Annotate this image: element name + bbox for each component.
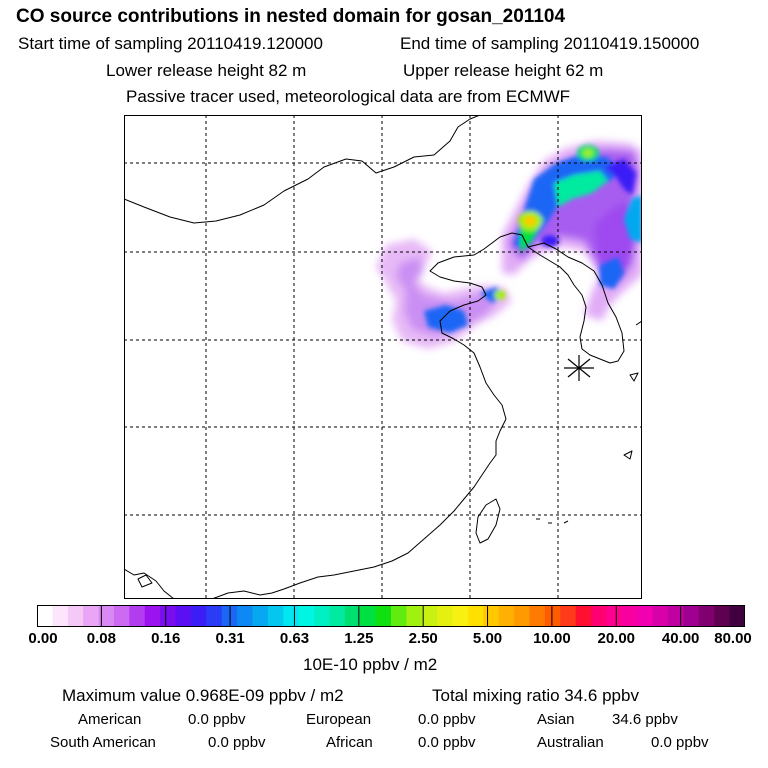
map-panel — [124, 115, 642, 599]
colorbar-cell — [637, 605, 654, 627]
concentration-field — [376, 141, 642, 349]
south-american-label: South American — [50, 734, 156, 751]
colorbar-cell — [421, 605, 438, 627]
colorbar-tick-label: 0.31 — [215, 630, 245, 647]
colorbar-cell — [237, 605, 254, 627]
european-label: European — [306, 711, 372, 728]
colorbar-cell — [652, 605, 669, 627]
coastlines — [124, 115, 642, 599]
colorbar-cell — [375, 605, 392, 627]
colorbar-cell — [621, 605, 638, 627]
lat-lon-grid — [124, 115, 642, 599]
colorbar-cell — [344, 605, 361, 627]
end-time: End time of sampling 20110419.150000 — [400, 34, 700, 53]
maximum-value: Maximum value 0.968E-09 ppbv / m2 — [62, 686, 344, 705]
colorbar-cell — [175, 605, 192, 627]
american-label: American — [78, 711, 142, 728]
colorbar-cell — [437, 605, 454, 627]
colorbar-tick-lines — [100, 605, 682, 627]
colorbar-cell — [83, 605, 100, 627]
colorbar-tick-label: 1.25 — [344, 630, 374, 647]
colorbar-cell — [98, 605, 115, 627]
colorbar-tick-label: 0.16 — [151, 630, 181, 647]
colorbar-cell — [314, 605, 331, 627]
colorbar-cell — [52, 605, 69, 627]
colorbar-cell — [160, 605, 177, 627]
african-value: 0.0 ppbv — [418, 734, 476, 751]
colorbar-tick-label: 80.00 — [714, 630, 752, 647]
colorbar — [37, 605, 745, 627]
australian-value: 0.0 ppbv — [651, 734, 709, 751]
african-label: African — [326, 734, 373, 751]
colorbar-cells — [37, 605, 745, 627]
colorbar-cell — [252, 605, 269, 627]
colorbar-cell — [714, 605, 731, 627]
receptor-marker-icon — [564, 355, 594, 381]
colorbar-cell — [483, 605, 500, 627]
colorbar-cell — [360, 605, 377, 627]
colorbar-cell — [606, 605, 623, 627]
colorbar-cell — [452, 605, 469, 627]
colorbar-cell — [267, 605, 284, 627]
colorbar-tick-label: 5.00 — [472, 630, 503, 647]
colorbar-cell — [391, 605, 407, 627]
australian-label: Australian — [537, 734, 604, 751]
colorbar-cell — [560, 605, 577, 627]
colorbar-unit: 10E-10 ppbv / m2 — [303, 655, 438, 674]
colorbar-cell — [190, 605, 207, 627]
colorbar-cell — [668, 605, 685, 627]
start-time: Start time of sampling 20110419.120000 — [18, 34, 323, 53]
colorbar-cell — [129, 605, 146, 627]
colorbar-cell — [406, 605, 423, 627]
colorbar-tick-label: 10.00 — [533, 630, 571, 647]
european-value: 0.0 ppbv — [418, 711, 476, 728]
colorbar-tick-label: 0.00 — [28, 630, 58, 647]
plot-title: CO source contributions in nested domain… — [16, 6, 566, 27]
colorbar-cell — [206, 605, 223, 627]
upper-release-height: Upper release height 62 m — [403, 61, 604, 80]
asian-label: Asian — [537, 711, 575, 728]
south-american-value: 0.0 ppbv — [208, 734, 266, 751]
colorbar-cell — [498, 605, 515, 627]
colorbar-cell — [591, 605, 608, 627]
colorbar-cell — [729, 605, 745, 627]
colorbar-cell — [529, 605, 546, 627]
colorbar-tick-label: 0.63 — [279, 630, 310, 647]
colorbar-tick-label: 2.50 — [408, 630, 438, 647]
colorbar-cell — [467, 605, 484, 627]
colorbar-tick-label: 20.00 — [597, 630, 636, 647]
colorbar-cell — [698, 605, 715, 627]
lower-release-height: Lower release height 82 m — [106, 61, 307, 80]
colorbar-tick-label: 0.08 — [86, 630, 116, 647]
colorbar-cell — [283, 605, 300, 627]
colorbar-cell — [113, 605, 130, 627]
colorbar-cell — [37, 605, 53, 627]
colorbar-tick-label: 40.00 — [661, 630, 700, 647]
asian-value: 34.6 ppbv — [612, 711, 678, 728]
colorbar-cell — [544, 605, 561, 627]
tracer-info: Passive tracer used, meteorological data… — [126, 87, 571, 106]
colorbar-cell — [67, 605, 84, 627]
colorbar-cell — [683, 605, 700, 627]
colorbar-cell — [329, 605, 346, 627]
total-mixing-ratio: Total mixing ratio 34.6 ppbv — [432, 686, 639, 705]
colorbar-cell — [575, 605, 592, 627]
colorbar-cell — [144, 605, 161, 627]
colorbar-cell — [298, 605, 315, 627]
colorbar-cell — [514, 605, 531, 627]
american-value: 0.0 ppbv — [188, 711, 246, 728]
